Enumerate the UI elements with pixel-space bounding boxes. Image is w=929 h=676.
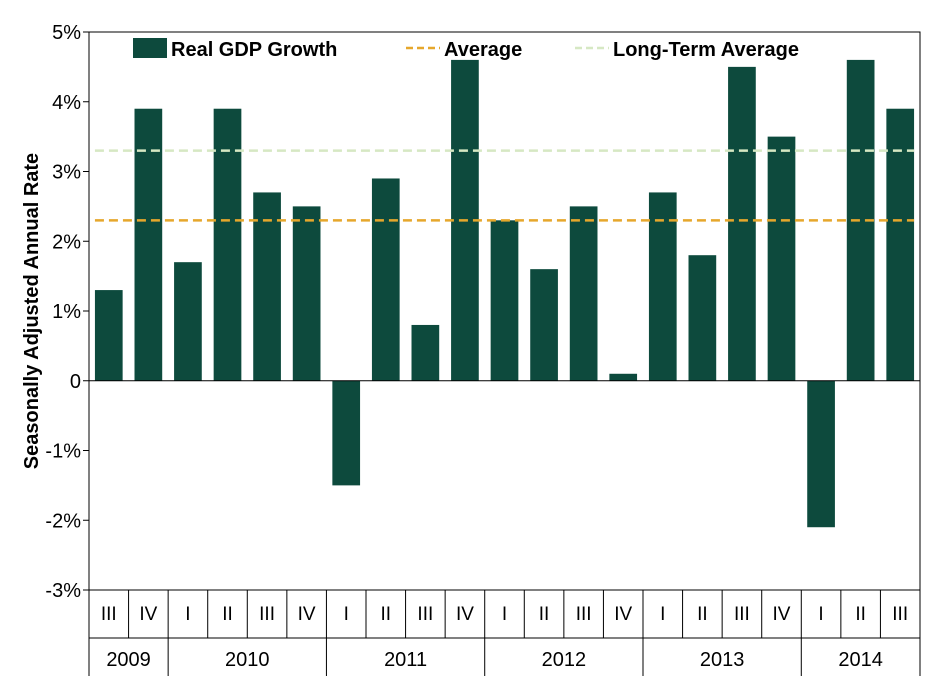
x-year-label: 2011 — [384, 649, 427, 671]
bar — [807, 380, 835, 528]
y-tick-label: 5% — [52, 22, 81, 44]
bar — [371, 178, 400, 381]
x-category-label: III — [576, 604, 592, 625]
bar — [648, 192, 677, 381]
y-tick-label: -3% — [45, 580, 81, 602]
y-axis-title: Seasonally Adjusted Annual Rate — [21, 153, 43, 469]
x-category-label: I — [660, 604, 665, 625]
x-year-label: 2013 — [700, 649, 745, 671]
bar — [134, 108, 163, 381]
x-category-label: II — [381, 604, 392, 625]
y-tick-label: 1% — [52, 301, 81, 323]
bar — [886, 108, 915, 381]
bar — [490, 220, 519, 381]
bar — [213, 108, 242, 381]
bar — [728, 66, 756, 381]
legend-label-real-gdp: Real GDP Growth — [171, 39, 337, 61]
x-category-label: IV — [456, 604, 474, 625]
x-category-label: III — [892, 604, 908, 625]
bar — [569, 206, 598, 381]
x-category-label: II — [855, 604, 866, 625]
legend-label-long-term-average: Long-Term Average — [613, 39, 799, 61]
bar — [292, 206, 321, 381]
x-category-label: IV — [139, 604, 157, 625]
x-year-label: 2014 — [838, 649, 883, 671]
x-year-label: 2012 — [542, 649, 587, 671]
x-category-label: I — [344, 604, 349, 625]
x-category-label: I — [185, 604, 190, 625]
x-category-label: IV — [614, 604, 632, 625]
legend-swatch-real-gdp — [133, 38, 167, 58]
y-tick-label: 2% — [52, 231, 81, 253]
x-category-label: III — [417, 604, 433, 625]
y-tick-label: -1% — [45, 441, 81, 463]
bar — [94, 290, 123, 381]
x-category-label: I — [502, 604, 507, 625]
x-category-label: III — [101, 604, 117, 625]
x-category-label: III — [259, 604, 275, 625]
bar — [530, 269, 558, 381]
x-category-label: IV — [773, 604, 791, 625]
bar — [332, 380, 361, 486]
x-category-label: II — [697, 604, 708, 625]
legend-label-average: Average — [444, 39, 522, 61]
bar — [411, 324, 440, 381]
x-year-label: 2009 — [106, 649, 151, 671]
y-tick-label: 4% — [52, 92, 81, 114]
y-tick-label: 3% — [52, 162, 81, 184]
x-category-label: II — [539, 604, 550, 625]
x-category-label: III — [734, 604, 750, 625]
bar — [253, 192, 281, 381]
y-tick-label: 0 — [70, 371, 81, 393]
x-category-label: II — [222, 604, 233, 625]
x-year-label: 2010 — [225, 649, 270, 671]
bar — [609, 373, 638, 381]
x-category-label: I — [818, 604, 823, 625]
x-category-label: IV — [298, 604, 316, 625]
bar — [688, 255, 717, 381]
bar — [174, 262, 202, 381]
y-tick-label: -2% — [45, 510, 81, 532]
bar — [767, 136, 796, 381]
